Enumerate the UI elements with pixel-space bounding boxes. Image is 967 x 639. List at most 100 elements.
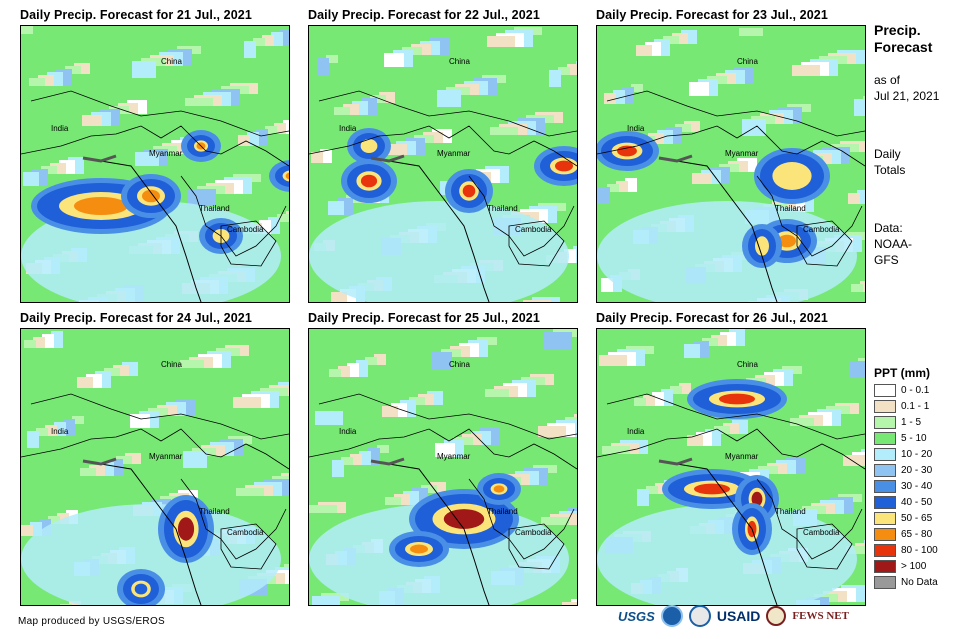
precip-cell [634,398,646,406]
precip-area [778,234,796,248]
precip-cell [485,389,509,397]
precip-map: China India Myanmar Thailand Cambodia [308,25,578,303]
logo-bar: USGS USAID FEWS NET [618,605,849,627]
country-label-myanmar: Myanmar [437,149,471,158]
country-label-thailand: Thailand [199,204,230,213]
precip-area [360,174,378,188]
country-label-india: India [627,427,645,436]
precip-area [21,504,281,605]
legend-label: 0 - 0.1 [901,384,930,396]
precip-cell [432,352,452,369]
precip-cell [104,368,120,376]
precip-cell [636,45,652,56]
legend-item: 1 - 5 [874,414,938,430]
precip-map: China India Myanmar Thailand Cambodia [308,328,578,606]
precip-cell [549,70,561,87]
legend-swatch [874,543,896,557]
precip-cell [41,166,57,174]
precip-cell [277,214,289,222]
precip-area [751,491,763,507]
country-label-thailand: Thailand [487,507,518,516]
precip-area [617,145,637,157]
precip-area [74,197,128,215]
precip-cell [89,465,105,476]
precip-cell [244,41,256,58]
border-line [180,478,287,560]
precip-cell [487,36,515,47]
precip-cell [631,84,643,92]
precip-cell [74,63,90,74]
legend-swatch [874,559,896,573]
asof-date: Jul 21, 2021 [874,89,940,103]
precip-cell [382,406,398,417]
precip-cell [711,335,727,346]
legend-label: 10 - 20 [901,448,933,460]
precip-cell [21,26,33,34]
precip-cell [418,394,434,405]
country-label-myanmar: Myanmar [725,452,759,461]
precip-cell [328,201,344,215]
precip-cell [394,494,410,505]
precip-cell [646,486,658,494]
cambodia-border [796,523,853,570]
precip-cell [684,121,700,132]
precip-cell [45,425,57,436]
country-label-china: China [449,57,470,66]
panel-title: Daily Precip. Forecast for 21 Jul., 2021 [20,8,252,22]
legend-label: No Data [901,576,938,588]
noaa-logo-icon [660,605,683,627]
legend-item: 20 - 30 [874,462,938,478]
precip-cell [604,93,616,104]
border-line [30,90,289,137]
coastline [676,463,778,605]
delta-nodata [82,154,117,163]
precip-map: China India Myanmar Thailand Cambodia [20,328,290,606]
panel-title: Daily Precip. Forecast for 24 Jul., 2021 [20,311,252,325]
precip-cell [329,369,341,377]
legend-item: 50 - 65 [874,510,938,526]
precip-cell [33,337,45,348]
credit-text: Map produced by USGS/EROS [18,616,166,627]
precip-cell [27,431,39,448]
precip-cell [315,411,343,425]
country-label-cambodia: Cambodia [227,225,264,234]
country-label-myanmar: Myanmar [725,149,759,158]
precip-area [275,165,289,187]
country-label-india: India [627,124,645,133]
legend-swatch [874,447,896,461]
precip-area [597,504,857,605]
precip-cell [317,58,329,75]
precip-cell [792,65,820,76]
country-label-china: China [737,360,758,369]
precip-field: China India Myanmar Thailand Cambodia [597,329,865,605]
precip-cell [675,124,691,132]
panel-title: Daily Precip. Forecast for 26 Jul., 2021 [596,311,828,325]
legend-label: 80 - 100 [901,544,938,556]
precip-cell [50,163,66,174]
precip-cell [365,357,377,365]
precip-cell [309,505,337,513]
country-label-myanmar: Myanmar [437,452,471,461]
precip-cell [437,90,461,107]
legend-swatch [874,495,896,509]
border-line [468,175,575,257]
country-label-india: India [339,124,357,133]
precip-cell [567,64,577,75]
panel-title: Daily Precip. Forecast for 22 Jul., 2021 [308,8,540,22]
country-label-cambodia: Cambodia [515,528,552,537]
precip-cell [702,338,718,346]
fews-net-logo: FEWS NET [792,610,849,622]
precip-cell [38,75,54,86]
border-line [180,175,287,257]
legend-label: 20 - 30 [901,464,933,476]
precip-cell [684,344,700,358]
precip-cell [274,123,286,134]
precip-cell [848,193,860,204]
precip-field: China India Myanmar Thailand Cambodia [309,329,577,605]
precip-cell [490,127,518,135]
country-label-china: China [161,57,182,66]
precip-area [410,544,428,554]
precip-map: China India Myanmar Thailand Cambodia [596,328,866,606]
legend-swatch [874,575,896,589]
precip-map: China India Myanmar Thailand Cambodia [596,25,866,303]
